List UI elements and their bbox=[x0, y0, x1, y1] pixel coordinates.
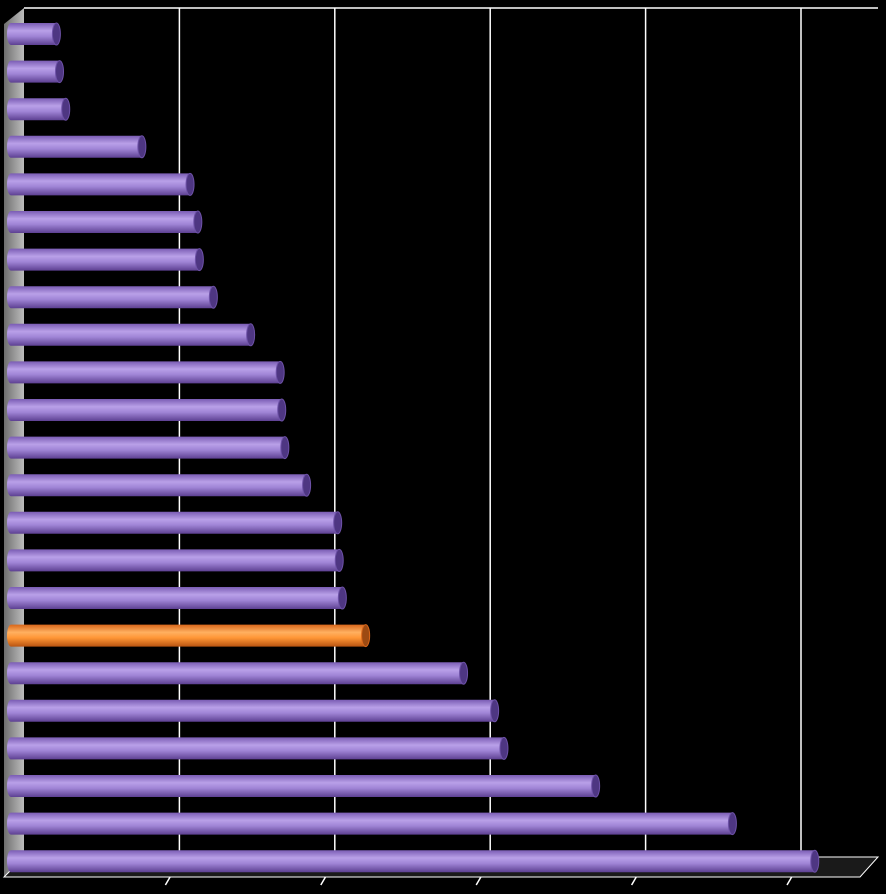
bar-end-cap bbox=[55, 60, 65, 84]
bar bbox=[7, 511, 343, 535]
bar-body bbox=[7, 98, 70, 121]
bar bbox=[7, 97, 71, 121]
bar-end-cap bbox=[51, 22, 61, 46]
bar-body bbox=[7, 211, 202, 233]
bar-end-cap bbox=[591, 774, 601, 798]
bar-body bbox=[7, 361, 285, 384]
bars bbox=[7, 22, 820, 873]
bar bbox=[7, 398, 287, 422]
bar-end-cap bbox=[185, 172, 195, 196]
bar-end-cap bbox=[208, 285, 218, 309]
bar-body bbox=[7, 662, 468, 685]
bar-body bbox=[7, 323, 255, 346]
bar-body bbox=[7, 699, 499, 722]
bar-end-cap bbox=[302, 473, 312, 497]
bar-end-cap bbox=[246, 323, 256, 347]
bar bbox=[7, 849, 820, 873]
bar bbox=[7, 736, 509, 760]
bar-end-cap bbox=[280, 436, 290, 460]
bar-end-cap bbox=[490, 699, 500, 723]
bar-body bbox=[7, 549, 344, 572]
bar-end-cap bbox=[193, 210, 203, 234]
bar-end-cap bbox=[499, 736, 509, 760]
bar-end-cap bbox=[459, 661, 469, 685]
bar bbox=[7, 586, 347, 610]
bar-body bbox=[7, 173, 195, 196]
bar bbox=[7, 248, 204, 272]
bar-body bbox=[7, 60, 64, 83]
bar bbox=[7, 661, 469, 685]
bar-end-cap bbox=[337, 586, 347, 610]
bar-body bbox=[7, 23, 61, 45]
bar-body bbox=[7, 286, 218, 309]
bar-body bbox=[7, 436, 289, 459]
bar bbox=[7, 135, 147, 159]
bar-body bbox=[7, 737, 508, 760]
bar-highlighted bbox=[7, 624, 371, 648]
bar-end-cap bbox=[137, 135, 147, 159]
bar bbox=[7, 548, 344, 572]
bar-end-cap bbox=[275, 360, 285, 384]
bar bbox=[7, 22, 61, 46]
bar bbox=[7, 436, 290, 460]
bar bbox=[7, 172, 195, 196]
bar-body bbox=[7, 624, 370, 647]
bar-body bbox=[7, 135, 146, 158]
bar bbox=[7, 774, 601, 798]
bar bbox=[7, 360, 285, 384]
bar-body bbox=[7, 812, 737, 835]
bar-end-cap bbox=[810, 849, 820, 873]
bar bbox=[7, 812, 737, 836]
bar bbox=[7, 210, 203, 234]
bar-body bbox=[7, 850, 819, 873]
bar-body bbox=[7, 399, 286, 421]
bar-end-cap bbox=[194, 248, 204, 272]
bar bbox=[7, 60, 65, 84]
bar bbox=[7, 699, 500, 723]
bar-body bbox=[7, 474, 311, 497]
bar-end-cap bbox=[333, 511, 343, 535]
bar bbox=[7, 285, 218, 309]
bar-body bbox=[7, 775, 600, 797]
bar-body bbox=[7, 511, 342, 534]
bar-body bbox=[7, 587, 347, 609]
bar-end-cap bbox=[277, 398, 287, 422]
bar-end-cap bbox=[61, 97, 71, 121]
bar-end-cap bbox=[334, 548, 344, 572]
bar-body bbox=[7, 248, 204, 271]
bar-end-cap bbox=[361, 624, 371, 648]
bar bbox=[7, 323, 256, 347]
bar bbox=[7, 473, 312, 497]
bar-end-cap bbox=[727, 812, 737, 836]
